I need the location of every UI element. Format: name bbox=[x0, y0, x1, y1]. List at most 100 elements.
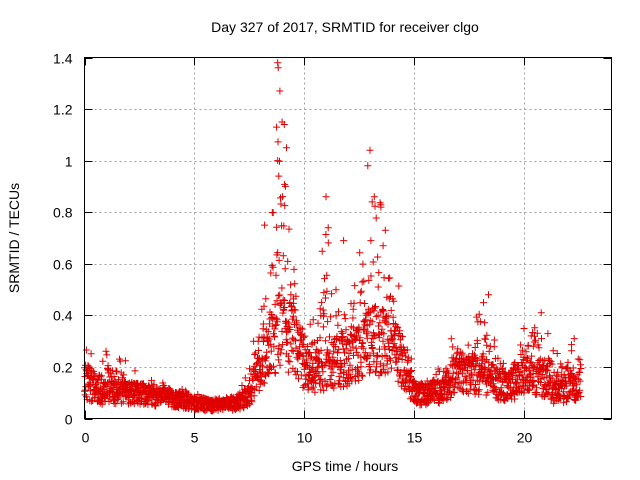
data-point bbox=[286, 326, 294, 333]
y-tick-label: 1.4 bbox=[53, 51, 73, 67]
data-point bbox=[360, 326, 368, 334]
data-point bbox=[274, 138, 282, 146]
data-point bbox=[480, 299, 487, 307]
data-point bbox=[486, 366, 494, 374]
data-point bbox=[492, 364, 500, 372]
data-point bbox=[350, 299, 358, 307]
data-point bbox=[306, 320, 314, 328]
data-point bbox=[272, 322, 280, 329]
data-point bbox=[387, 306, 395, 314]
data-point bbox=[241, 374, 249, 382]
data-point bbox=[323, 287, 331, 295]
x-tick-label: 20 bbox=[517, 430, 533, 446]
data-point bbox=[478, 354, 486, 362]
data-point bbox=[329, 347, 337, 355]
data-point bbox=[497, 384, 505, 392]
data-point bbox=[265, 335, 273, 343]
data-point bbox=[538, 335, 545, 343]
data-point bbox=[389, 313, 397, 321]
data-point bbox=[554, 373, 562, 381]
x-tick-labels: 0 5 10 15 20 bbox=[82, 430, 533, 446]
data-point bbox=[553, 350, 561, 357]
data-point bbox=[348, 366, 356, 374]
data-point bbox=[576, 386, 584, 394]
data-point bbox=[312, 379, 320, 387]
data-point bbox=[570, 335, 578, 343]
data-point bbox=[481, 319, 489, 327]
data-point bbox=[281, 182, 289, 190]
data-point bbox=[549, 347, 557, 355]
data-point bbox=[275, 356, 283, 364]
y-tick-label: 1 bbox=[65, 154, 73, 170]
data-point bbox=[264, 337, 272, 345]
data-point bbox=[355, 323, 363, 331]
data-point bbox=[131, 367, 139, 375]
data-point bbox=[485, 291, 492, 299]
data-point bbox=[544, 330, 552, 338]
data-point bbox=[273, 318, 281, 326]
data-point bbox=[378, 325, 386, 333]
data-point bbox=[563, 363, 571, 371]
data-point bbox=[285, 352, 293, 360]
data-point bbox=[275, 172, 283, 180]
data-point bbox=[390, 340, 398, 348]
data-point bbox=[443, 396, 451, 403]
data-point bbox=[287, 291, 295, 299]
data-point bbox=[87, 397, 95, 405]
data-point bbox=[374, 253, 382, 261]
data-point bbox=[473, 357, 481, 365]
data-point bbox=[252, 383, 260, 391]
data-point bbox=[341, 315, 349, 323]
data-point bbox=[574, 355, 582, 363]
data-point bbox=[352, 344, 360, 352]
data-point bbox=[294, 368, 301, 376]
data-point bbox=[307, 354, 315, 362]
data-point bbox=[479, 350, 487, 358]
data-point bbox=[356, 334, 364, 342]
data-point bbox=[277, 346, 285, 354]
data-point bbox=[287, 340, 295, 348]
data-point bbox=[279, 252, 287, 260]
data-point bbox=[375, 322, 382, 330]
data-point bbox=[306, 369, 314, 376]
data-point bbox=[274, 157, 282, 165]
data-point bbox=[148, 376, 155, 384]
data-point bbox=[569, 364, 577, 372]
data-point bbox=[284, 257, 292, 265]
data-point bbox=[367, 272, 375, 280]
y-tick-label: 0.8 bbox=[53, 205, 73, 221]
data-point bbox=[374, 283, 382, 291]
data-point bbox=[326, 376, 334, 383]
data-point bbox=[364, 328, 372, 336]
data-point bbox=[560, 399, 568, 407]
data-point bbox=[283, 144, 290, 152]
data-point bbox=[492, 385, 500, 393]
data-point bbox=[455, 370, 462, 378]
data-point bbox=[395, 282, 403, 290]
data-point bbox=[322, 193, 330, 201]
data-point bbox=[272, 321, 280, 329]
data-point bbox=[269, 209, 277, 217]
data-point bbox=[319, 306, 327, 314]
data-point bbox=[575, 375, 583, 383]
data-point bbox=[366, 146, 374, 154]
data-point bbox=[359, 260, 367, 268]
data-point bbox=[367, 338, 375, 346]
data-point bbox=[279, 341, 287, 349]
data-point bbox=[368, 344, 376, 351]
data-point bbox=[529, 329, 537, 336]
data-point bbox=[340, 237, 348, 245]
data-point bbox=[397, 368, 405, 376]
data-point bbox=[288, 346, 296, 354]
data-point bbox=[360, 317, 368, 325]
data-point bbox=[145, 381, 153, 389]
data-point bbox=[334, 321, 342, 329]
data-point bbox=[318, 247, 326, 255]
data-point bbox=[101, 395, 109, 402]
data-point bbox=[525, 386, 533, 394]
data-point bbox=[339, 332, 347, 340]
data-point bbox=[484, 388, 492, 396]
data-point bbox=[329, 368, 337, 376]
y-tick-label: 0 bbox=[65, 412, 73, 428]
data-point bbox=[364, 162, 372, 170]
